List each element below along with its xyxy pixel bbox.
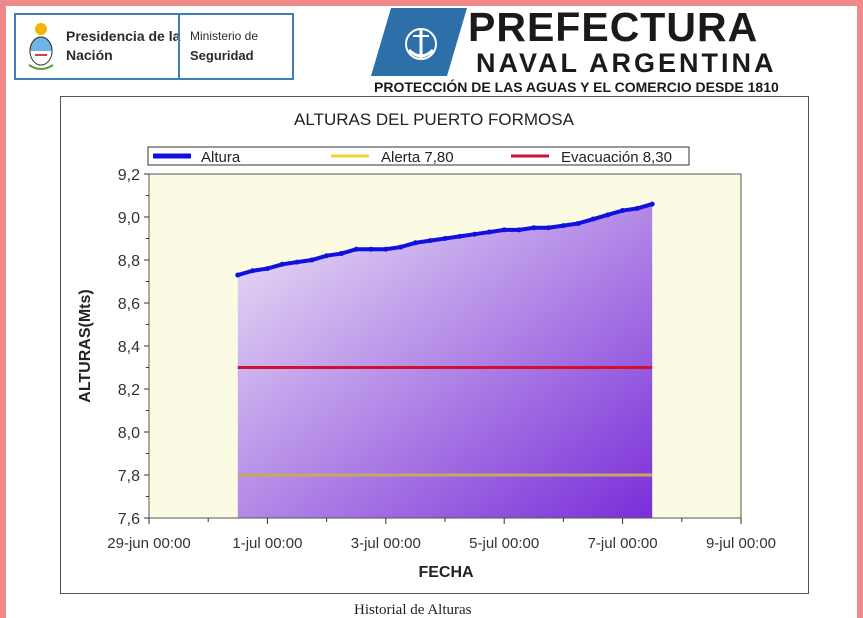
altura-point <box>531 225 537 231</box>
legend-box <box>147 146 690 166</box>
altura-point <box>486 229 492 235</box>
gov-logo-box: Presidencia de la Nación Ministerio de S… <box>14 13 294 80</box>
anchor-shield-icon <box>371 8 467 76</box>
page: Presidencia de la Nación Ministerio de S… <box>6 6 857 618</box>
chart: ALTURAS DEL PUERTO FORMOSA Altura Alerta … <box>77 110 776 581</box>
y-tick-label: 9,0 <box>118 210 140 227</box>
altura-point <box>634 205 640 211</box>
altura-point <box>427 238 433 244</box>
altura-point <box>324 253 330 259</box>
y-tick-label: 8,0 <box>118 425 140 442</box>
altura-point <box>398 244 404 250</box>
altura-point <box>516 227 522 233</box>
altura-point <box>546 225 552 231</box>
y-tick-label: 8,2 <box>118 382 140 399</box>
y-tick-label: 8,6 <box>118 296 140 313</box>
altura-point <box>442 236 448 241</box>
national-seal-icon <box>28 23 54 70</box>
altura-point <box>294 259 300 265</box>
x-tick-label: 5-jul 00:00 <box>469 535 539 552</box>
chart-frame: ALTURAS DEL PUERTO FORMOSA Altura Alerta … <box>60 96 809 594</box>
altura-point <box>472 231 478 237</box>
altura-point <box>264 266 270 272</box>
legend-alerta-label: Alerta 7,80 <box>381 149 454 166</box>
pna-name-line2: NAVAL ARGENTINA <box>476 48 777 78</box>
altura-point <box>250 268 256 274</box>
altura-point <box>649 201 655 207</box>
ministry-label: Ministerio de Seguridad <box>190 27 290 65</box>
legend: Altura Alerta 7,80 Evacuación 8,30 <box>147 146 690 166</box>
legend-altura-label: Altura <box>201 149 241 166</box>
altura-point <box>279 261 285 267</box>
altura-point <box>383 246 389 252</box>
altura-point <box>560 223 566 229</box>
y-tick-label: 7,6 <box>118 511 140 528</box>
altura-point <box>235 272 241 278</box>
altura-point <box>590 216 596 222</box>
chart-caption: Historial de Alturas <box>354 602 472 618</box>
altura-point <box>457 233 463 239</box>
ministry-name: Seguridad <box>190 48 254 63</box>
y-tick-label: 9,2 <box>118 167 140 184</box>
y-tick-label: 7,8 <box>118 468 140 485</box>
x-axis-label: FECHA <box>418 564 474 581</box>
y-axis-label: ALTURAS(Mts) <box>77 289 94 402</box>
altura-point <box>353 246 359 252</box>
legend-evacuacion-label: Evacuación 8,30 <box>561 149 672 166</box>
x-tick-label: 3-jul 00:00 <box>351 535 421 552</box>
chart-title: ALTURAS DEL PUERTO FORMOSA <box>294 110 575 129</box>
x-tick-label: 7-jul 00:00 <box>588 535 658 552</box>
x-tick-label: 29-jun 00:00 <box>107 535 190 552</box>
altura-point <box>412 240 418 246</box>
altura-point <box>605 212 611 218</box>
y-tick-label: 8,4 <box>118 339 140 356</box>
altura-point <box>501 227 507 233</box>
altura-area <box>237 204 653 518</box>
altura-point <box>368 246 374 252</box>
axes: 7,6 7,8 8,0 8,2 8,4 8,6 8,8 9,0 9,2 29-jun 00:00 1… <box>107 167 776 552</box>
altura-point <box>575 220 581 226</box>
divider <box>178 15 180 78</box>
gov-title: Presidencia de la Nación <box>66 28 181 63</box>
ministry-prefix: Ministerio de <box>190 29 259 43</box>
x-tick-label: 9-jul 00:00 <box>706 535 776 552</box>
area-layer <box>235 201 655 518</box>
altura-point <box>309 257 315 263</box>
pna-name-line1: PREFECTURA <box>468 6 759 50</box>
altura-point <box>620 208 626 214</box>
pna-motto: PROTECCIÓN DE LAS AGUAS Y EL COMERCIO DE… <box>374 79 779 95</box>
y-tick-label: 8,8 <box>118 253 140 270</box>
x-tick-label: 1-jul 00:00 <box>232 535 302 552</box>
altura-point <box>338 251 344 257</box>
